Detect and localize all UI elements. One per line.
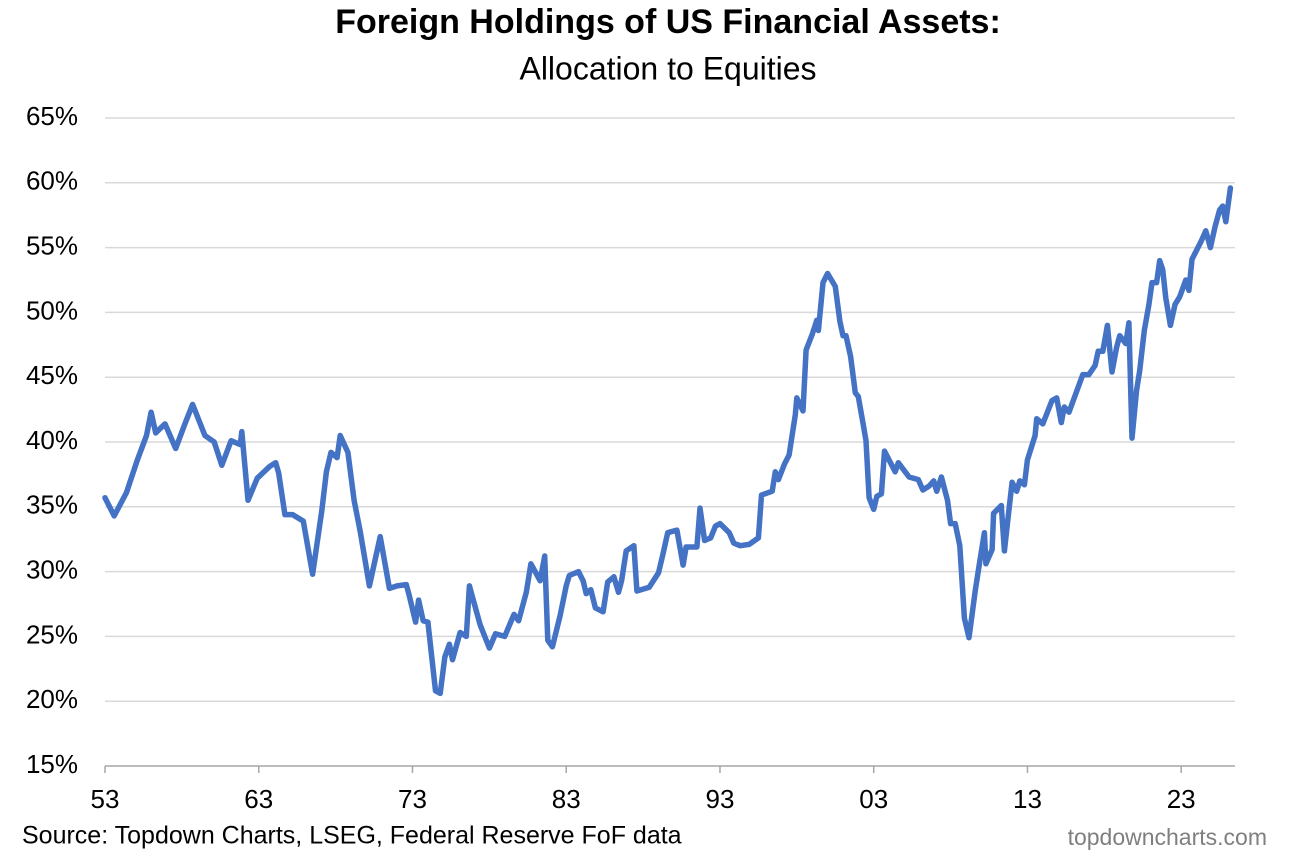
y-tick-label: 60% bbox=[26, 166, 78, 196]
x-tick-label: 03 bbox=[859, 784, 888, 814]
y-tick-label: 45% bbox=[26, 360, 78, 390]
y-tick-label: 35% bbox=[26, 490, 78, 520]
chart-title: Foreign Holdings of US Financial Assets: bbox=[335, 3, 1001, 41]
x-tick-label: 53 bbox=[91, 784, 120, 814]
x-tick-label: 73 bbox=[398, 784, 427, 814]
y-tick-label: 50% bbox=[26, 295, 78, 325]
x-tick-label: 83 bbox=[552, 784, 581, 814]
watermark: topdowncharts.com bbox=[1068, 824, 1267, 850]
data-line bbox=[102, 185, 1234, 697]
y-tick-label: 40% bbox=[26, 425, 78, 455]
y-tick-label: 30% bbox=[26, 554, 78, 584]
x-tick-label: 23 bbox=[1167, 784, 1196, 814]
y-tick-label: 25% bbox=[26, 619, 78, 649]
x-tick-label: 63 bbox=[244, 784, 273, 814]
chart-subtitle: Allocation to Equities bbox=[519, 50, 816, 86]
source-note: Source: Topdown Charts, LSEG, Federal Re… bbox=[22, 822, 682, 850]
x-tick-label: 13 bbox=[1013, 784, 1042, 814]
y-tick-label: 20% bbox=[26, 684, 78, 714]
y-tick-label: 65% bbox=[26, 101, 78, 131]
y-tick-label: 15% bbox=[26, 749, 78, 779]
y-tick-label: 55% bbox=[26, 230, 78, 260]
x-tick-label: 93 bbox=[706, 784, 735, 814]
